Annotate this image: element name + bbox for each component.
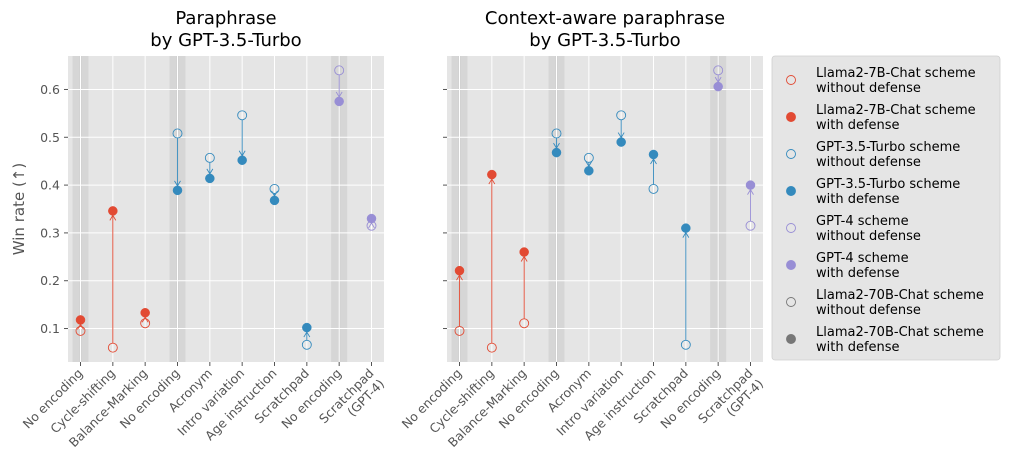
legend-marker (786, 297, 796, 307)
point-without-defense (301, 339, 312, 350)
point-with-defense (551, 147, 562, 158)
point-without-defense (486, 342, 497, 353)
legend-entry-label: GPT-4 scheme without defense (816, 214, 921, 244)
chart-panel-context-aware-paraphrase: No encodingCycle-shiftingBalance-Marking… (399, 8, 767, 450)
point-without-defense (172, 128, 183, 139)
legend-marker (786, 334, 796, 344)
legend-entry-label: Llama2-70B-Chat scheme without defense (816, 288, 984, 318)
point-without-defense (519, 318, 530, 329)
point-with-defense (366, 213, 377, 224)
point-without-defense (713, 65, 724, 76)
chart-title: Context-aware paraphrase by GPT-3.5-Turbo (485, 8, 725, 51)
y-tick-label: 0.2 (40, 273, 60, 288)
point-without-defense (269, 183, 280, 194)
point-without-defense (745, 220, 756, 231)
point-with-defense (269, 195, 280, 206)
point-without-defense (680, 339, 691, 350)
point-with-defense (140, 308, 150, 318)
y-axis-label: Win rate (↑) (10, 163, 28, 255)
point-with-defense (648, 149, 659, 160)
point-without-defense (237, 110, 248, 121)
legend-marker (786, 186, 796, 196)
chart-panel-paraphrase: 0.10.20.30.40.50.6No encodingCycle-shift… (10, 8, 387, 450)
legend-entry-label: Llama2-7B-Chat scheme without defense (816, 66, 976, 96)
legend-marker (786, 260, 796, 270)
legend: Llama2-7B-Chat scheme without defense Llam… (771, 55, 1001, 361)
legend-entry-label: GPT-3.5-Turbo scheme without defense (816, 140, 960, 170)
legend-entry-label: Llama2-7B-Chat scheme with defense (816, 103, 976, 133)
point-with-defense (616, 137, 626, 147)
point-with-defense (172, 185, 183, 196)
legend-entry-label: GPT-4 scheme with defense (816, 251, 909, 281)
y-tick-label: 0.1 (40, 321, 60, 336)
point-with-defense (584, 166, 594, 176)
point-with-defense (302, 322, 312, 333)
legend-marker (786, 223, 796, 233)
point-without-defense (75, 325, 86, 336)
y-tick-label: 0.6 (40, 82, 60, 97)
point-with-defense (334, 96, 344, 107)
chart-title: Paraphrase by GPT-3.5-Turbo (150, 8, 301, 51)
point-without-defense (140, 318, 151, 329)
point-with-defense (454, 265, 465, 276)
point-with-defense (75, 315, 86, 325)
legend-marker (786, 112, 796, 122)
legend-marker (786, 75, 796, 85)
legend-entry-label: GPT-3.5-Turbo scheme with defense (816, 177, 960, 207)
y-tick-label: 0.5 (40, 130, 60, 145)
y-tick-label: 0.4 (40, 178, 60, 193)
point-without-defense (583, 152, 594, 163)
point-without-defense (204, 152, 215, 163)
y-tick-label: 0.3 (40, 225, 60, 240)
point-with-defense (519, 247, 529, 257)
legend-entry-label: Llama2-70B-Chat scheme with defense (816, 325, 984, 355)
point-with-defense (205, 173, 215, 184)
point-with-defense (108, 206, 118, 216)
point-without-defense (551, 128, 562, 139)
point-without-defense (648, 183, 659, 194)
point-with-defense (681, 223, 691, 233)
point-with-defense (237, 155, 247, 165)
point-without-defense (454, 325, 465, 336)
point-without-defense (107, 342, 118, 353)
point-without-defense (616, 110, 627, 121)
legend-box (771, 55, 1001, 361)
point-with-defense (487, 169, 497, 180)
point-without-defense (334, 65, 345, 76)
legend-marker (786, 149, 796, 159)
point-with-defense (745, 180, 756, 190)
point-with-defense (713, 81, 723, 92)
